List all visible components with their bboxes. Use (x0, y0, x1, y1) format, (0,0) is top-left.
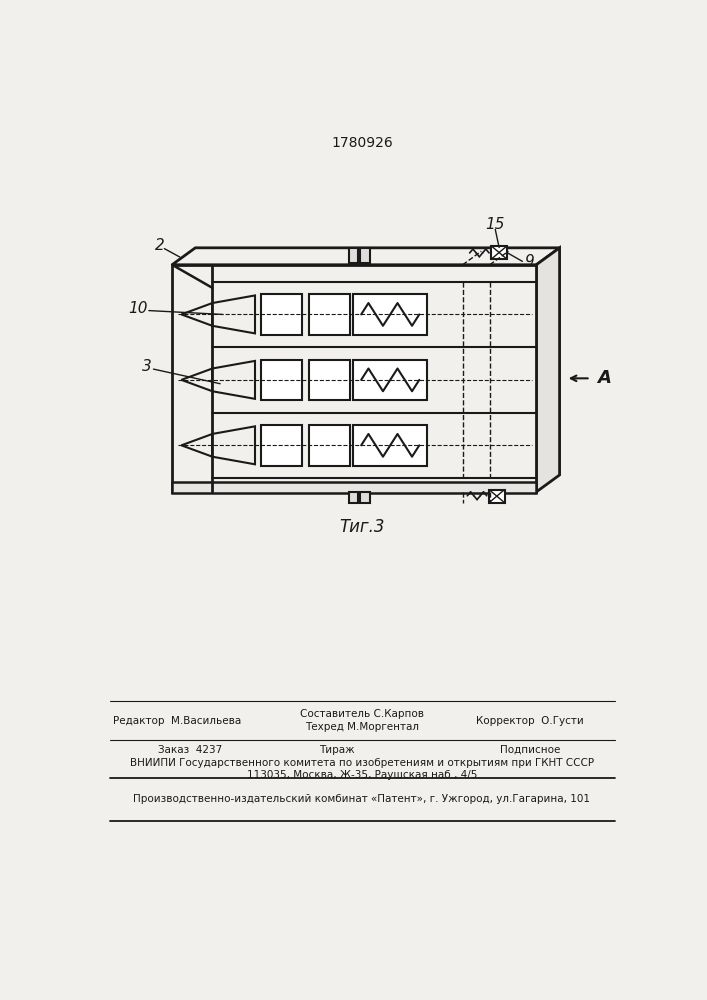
Bar (261, 360, 301, 400)
Bar (261, 425, 301, 466)
Bar (354, 360, 427, 400)
Text: Редактор  М.Васильева: Редактор М.Васильева (113, 716, 242, 726)
Text: Τиг.3: Τиг.3 (339, 518, 385, 536)
Bar (349, 492, 358, 503)
Text: 113035, Москва, Ж-35, Раушская наб., 4/5: 113035, Москва, Ж-35, Раушская наб., 4/5 (247, 770, 477, 780)
Bar (172, 265, 537, 492)
Text: Производственно-издательский комбинат «Патент», г. Ужгород, ул.Гагарина, 101: Производственно-издательский комбинат «П… (134, 794, 590, 804)
Bar (354, 425, 427, 466)
Bar (309, 294, 349, 335)
Bar (349, 248, 358, 263)
Text: Составитель С.Карпов: Составитель С.Карпов (300, 709, 424, 719)
Bar (489, 490, 505, 503)
Bar (361, 492, 370, 503)
Polygon shape (172, 248, 559, 265)
Bar (361, 248, 370, 263)
Text: 1780926: 1780926 (331, 136, 393, 150)
Text: ВНИИПИ Государственного комитета по изобретениям и открытиям при ГКНТ СССР: ВНИИПИ Государственного комитета по изоб… (130, 758, 594, 768)
Text: 2: 2 (155, 238, 165, 253)
Text: Подписное: Подписное (500, 745, 561, 755)
Polygon shape (182, 361, 255, 399)
Bar (261, 294, 301, 335)
Text: 3: 3 (142, 359, 152, 374)
Polygon shape (537, 248, 559, 492)
Text: 10: 10 (128, 301, 147, 316)
Text: Заказ  4237: Заказ 4237 (158, 745, 223, 755)
Bar (354, 294, 427, 335)
Text: 15: 15 (486, 217, 505, 232)
Text: Тираж: Тираж (319, 745, 354, 755)
Text: 9: 9 (524, 254, 534, 269)
Bar (309, 425, 349, 466)
Text: Корректор  О.Густи: Корректор О.Густи (477, 716, 584, 726)
Polygon shape (182, 426, 255, 464)
Bar (309, 360, 349, 400)
Bar (491, 246, 507, 259)
Text: A: A (597, 369, 611, 387)
Text: Техред М.Моргентал: Техред М.Моргентал (305, 722, 419, 732)
Bar (172, 482, 537, 493)
Polygon shape (182, 295, 255, 333)
